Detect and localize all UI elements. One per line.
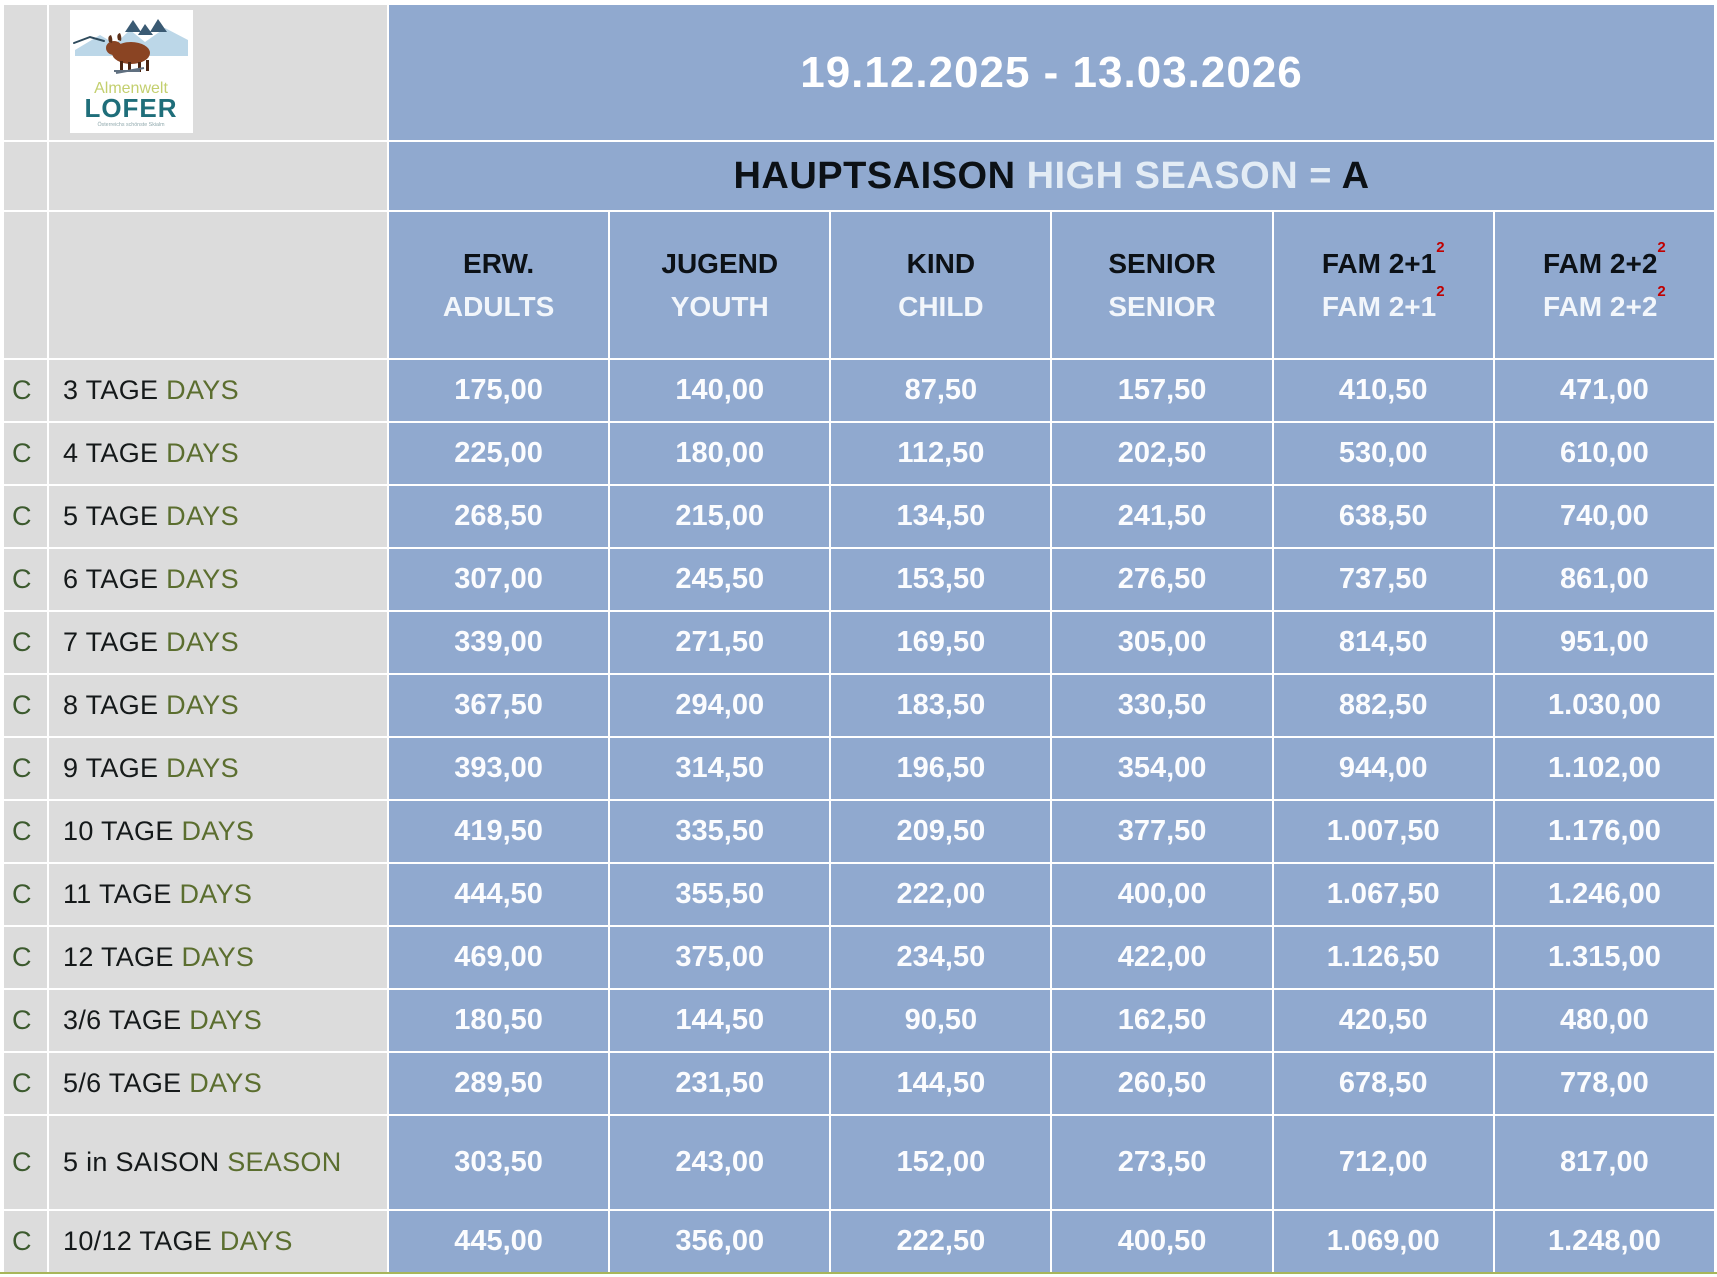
svg-text:LOFER: LOFER xyxy=(84,93,177,123)
svg-text:Österreichs schönste Skialm: Österreichs schönste Skialm xyxy=(97,121,165,128)
